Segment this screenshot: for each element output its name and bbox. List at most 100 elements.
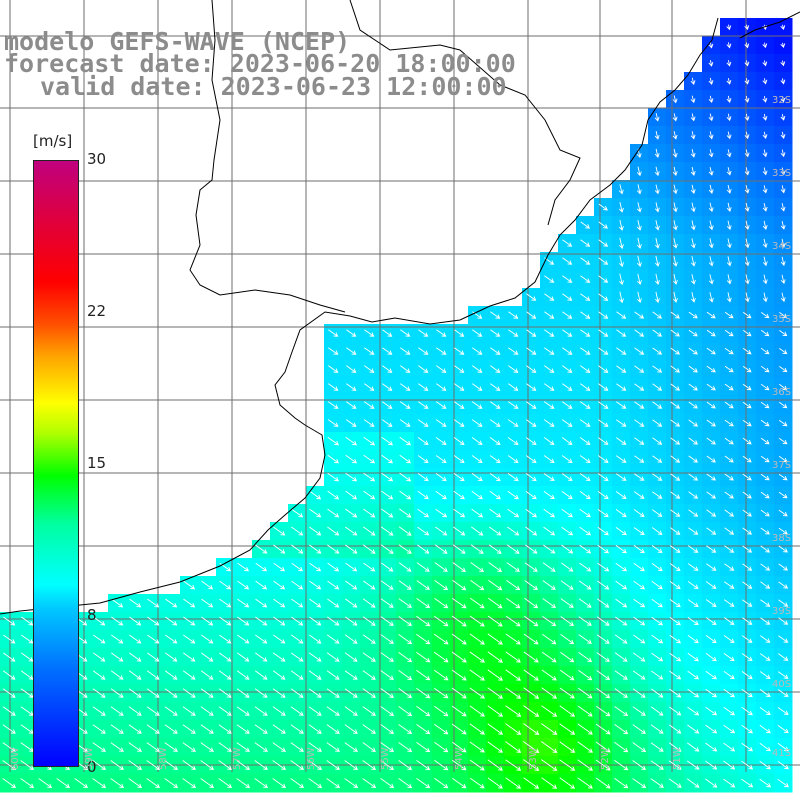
wind-arrow xyxy=(525,401,537,409)
wind-arrow xyxy=(490,347,501,355)
wind-arrow xyxy=(706,509,717,517)
wind-arrow xyxy=(434,597,449,609)
wind-arrow xyxy=(615,562,627,572)
wind-arrow xyxy=(615,491,627,500)
wind-arrow xyxy=(780,167,786,176)
wind-arrow xyxy=(363,508,376,518)
wind-arrow xyxy=(616,329,627,337)
wind-arrow xyxy=(93,634,106,644)
wind-arrow xyxy=(760,347,770,355)
wind-arrow xyxy=(723,617,735,626)
wind-arrow xyxy=(652,329,663,337)
wind-arrow xyxy=(724,581,735,589)
wind-arrow xyxy=(272,742,286,752)
wind-arrow xyxy=(651,688,664,698)
wind-arrow xyxy=(742,401,752,409)
wind-arrow xyxy=(308,670,322,680)
wind-arrow xyxy=(2,688,16,698)
wind-arrow xyxy=(21,616,34,626)
wind-arrow xyxy=(524,597,539,609)
wind-arrow xyxy=(779,312,788,319)
wind-arrow xyxy=(436,347,447,355)
wind-arrow xyxy=(147,652,160,662)
wind-arrow xyxy=(580,383,591,391)
wind-arrow xyxy=(454,329,465,337)
wind-arrow xyxy=(742,437,752,445)
wind-arrow xyxy=(670,419,681,427)
wind-arrow xyxy=(451,651,467,663)
wind-arrow xyxy=(272,652,286,662)
lon-label-52w: 52W xyxy=(600,747,611,770)
wind-arrow xyxy=(363,490,376,500)
wind-arrow xyxy=(708,131,714,140)
wind-arrow xyxy=(182,670,196,680)
wind-arrow xyxy=(451,705,467,717)
wind-arrow xyxy=(363,401,375,409)
wind-arrow xyxy=(309,598,322,608)
wind-arrow xyxy=(651,580,663,590)
wind-arrow xyxy=(146,688,160,698)
wind-arrow xyxy=(272,706,286,716)
wind-arrow xyxy=(453,490,465,500)
wind-arrow xyxy=(708,202,714,213)
wind-arrow xyxy=(596,616,610,626)
wind-arrow xyxy=(559,741,576,753)
wind-arrow xyxy=(219,562,231,572)
wind-arrow xyxy=(398,616,413,627)
wind-arrow xyxy=(398,544,412,554)
wind-arrow xyxy=(451,669,467,681)
wind-arrow xyxy=(523,687,540,699)
wind-arrow xyxy=(469,723,485,735)
lon-label-55w: 55W xyxy=(380,747,391,770)
wind-arrow xyxy=(291,508,304,518)
wind-arrow xyxy=(669,652,682,662)
wind-arrow xyxy=(723,742,736,752)
wind-arrow xyxy=(345,526,358,536)
wind-arrow xyxy=(20,760,35,771)
wind-arrow xyxy=(596,652,610,662)
wind-arrow xyxy=(742,365,752,373)
wind-arrow xyxy=(472,311,483,319)
wind-arrow xyxy=(687,724,700,734)
wind-arrow xyxy=(778,563,789,571)
wind-arrow xyxy=(523,723,540,736)
wind-arrow xyxy=(654,113,660,122)
wind-arrow xyxy=(687,563,699,571)
wind-arrow xyxy=(762,131,768,140)
wind-arrow xyxy=(577,741,594,753)
wind-arrow xyxy=(164,742,178,752)
wind-arrow xyxy=(524,580,539,591)
wind-arrow xyxy=(453,455,465,464)
wind-arrow xyxy=(471,419,483,427)
wind-arrow xyxy=(327,544,340,554)
wind-arrow xyxy=(778,491,788,499)
wind-arrow xyxy=(382,365,393,373)
wind-arrow xyxy=(182,706,196,716)
wind-arrow xyxy=(526,293,537,301)
wind-arrow xyxy=(760,365,770,373)
wind-arrow xyxy=(346,329,357,337)
wind-arrow xyxy=(381,472,394,482)
wind-arrow xyxy=(543,526,556,536)
wind-arrow xyxy=(362,706,376,716)
wind-arrow xyxy=(433,615,449,627)
wind-arrow xyxy=(561,437,573,446)
wind-arrow xyxy=(544,293,555,301)
wind-arrow xyxy=(398,742,413,753)
wind-arrow xyxy=(362,688,376,698)
wind-arrow xyxy=(759,724,771,734)
wind-arrow xyxy=(526,329,537,337)
wind-arrow xyxy=(779,348,788,355)
wind-arrow xyxy=(561,526,574,536)
wind-arrow xyxy=(362,634,376,644)
wind-arrow xyxy=(507,508,520,518)
wind-arrow xyxy=(669,599,681,608)
wind-arrow xyxy=(669,616,681,626)
wind-arrow xyxy=(201,598,214,608)
wind-arrow xyxy=(508,329,519,337)
wind-arrow xyxy=(636,184,642,195)
wind-arrow xyxy=(669,724,682,734)
wind-arrow xyxy=(778,527,788,535)
wind-arrow xyxy=(129,616,142,626)
wind-arrow xyxy=(452,777,467,789)
